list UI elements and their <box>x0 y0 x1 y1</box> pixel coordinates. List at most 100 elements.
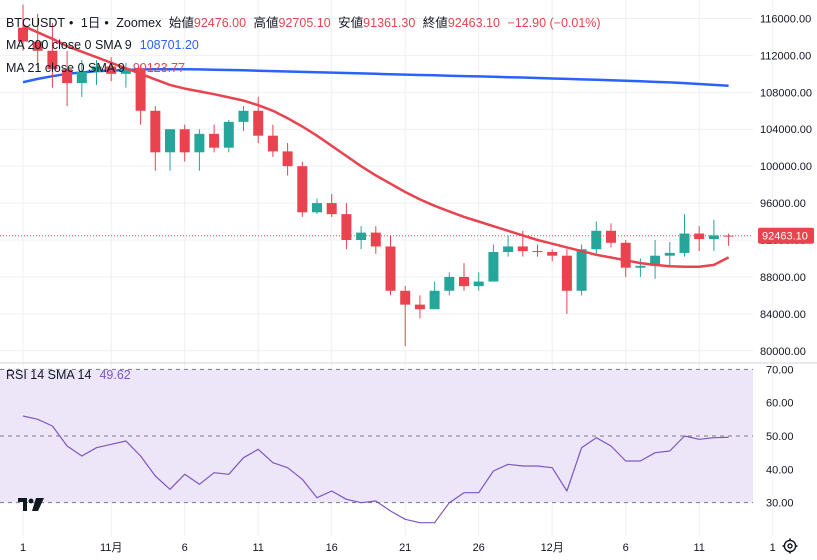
candle-body <box>282 151 293 167</box>
ma21-series <box>22 24 730 269</box>
candle-body <box>650 255 661 266</box>
ma200-label: MA 200 close 0 SMA 9 <box>6 38 132 52</box>
time-tick-label: 6 <box>182 542 188 554</box>
candle-body <box>400 290 411 305</box>
rsi-series <box>22 415 729 524</box>
candle-body <box>326 203 337 215</box>
candle-body <box>297 166 308 213</box>
time-tick-label: 26 <box>473 542 485 554</box>
candle-body <box>120 68 131 74</box>
candle <box>238 106 249 132</box>
candle-body <box>591 230 602 250</box>
rsi-axis[interactable]: 70.00 60.00 50.00 40.00 30.00 <box>766 364 794 509</box>
time-axis[interactable]: 1 11月 6 11 16 21 26 12月 6 11 1 <box>20 542 776 554</box>
rsi-tick-label: 70.00 <box>766 364 794 376</box>
candle-body <box>517 246 528 252</box>
candle-body <box>708 235 719 240</box>
candle-body <box>503 246 514 252</box>
candle <box>282 143 293 176</box>
candle <box>312 198 322 215</box>
candle-body <box>62 69 73 84</box>
candle-body <box>165 129 175 153</box>
interval[interactable]: 1日 <box>80 16 101 30</box>
candle-body <box>253 110 264 136</box>
candle <box>400 286 411 347</box>
exchange: Zoomex <box>116 16 162 30</box>
time-tick-label: 12月 <box>541 542 564 554</box>
candle-body <box>223 121 234 148</box>
candle-body <box>76 72 87 84</box>
rsi-tick-label: 50.00 <box>766 431 794 443</box>
candle <box>150 106 161 171</box>
candle-body <box>91 66 102 72</box>
candle <box>473 272 484 291</box>
candle-body <box>414 304 425 310</box>
rsi-tick-label: 40.00 <box>766 464 794 476</box>
rsi-line <box>22 415 729 524</box>
candle <box>194 129 205 171</box>
candle <box>76 60 87 97</box>
candle <box>120 62 131 88</box>
candle-body <box>723 235 734 237</box>
candle <box>47 23 58 88</box>
price-axis[interactable]: 116000.00 112000.00 108000.00 104000.00 1000… <box>760 13 812 357</box>
time-tick-label: 21 <box>399 542 411 554</box>
time-tick-label: 6 <box>623 542 629 554</box>
candle <box>91 60 102 85</box>
ma21-legend[interactable]: MA 21 close 0 SMA 9 90123.77 <box>6 61 189 75</box>
symbol-legend: BTCUSDT • 1日 • Zoomex 始値92476.00 高値92705.1… <box>6 16 601 30</box>
time-tick-label: 11月 <box>100 542 122 554</box>
candle-body <box>32 41 43 51</box>
candle-body <box>47 50 58 70</box>
candle-body <box>576 249 587 291</box>
time-tick-label: 1 <box>20 542 26 554</box>
candle <box>32 13 43 70</box>
settings-gear-icon[interactable] <box>782 538 798 554</box>
symbol-name[interactable]: BTCUSDT <box>6 16 66 30</box>
open-label: 始値 <box>168 16 194 30</box>
price-tick-label: 96000.00 <box>760 198 806 210</box>
candle-body <box>106 66 117 74</box>
candle-body <box>179 129 190 153</box>
candle <box>444 272 455 296</box>
candle <box>459 263 469 291</box>
price-tick-label: 104000.00 <box>760 124 812 136</box>
candle-body <box>150 110 161 153</box>
candle-body <box>488 252 499 282</box>
rsi-legend[interactable]: RSI 14 SMA 14 49.62 <box>6 368 135 382</box>
candle <box>606 223 616 248</box>
tradingview-logo[interactable] <box>18 495 44 515</box>
candle <box>503 235 514 257</box>
time-tick-label: 16 <box>326 542 338 554</box>
close-label: 終値 <box>422 16 448 30</box>
price-tick-label: 116000.00 <box>760 13 811 25</box>
candle-body <box>18 27 28 42</box>
candle <box>179 124 190 162</box>
time-tick-label: 11 <box>693 542 704 554</box>
rsi-label: RSI 14 SMA 14 <box>6 368 92 382</box>
rsi-tick-label: 60.00 <box>766 398 794 410</box>
candle-body <box>238 110 249 122</box>
ma200-legend[interactable]: MA 200 close 0 SMA 9 108701.20 <box>6 38 203 52</box>
last-price-badge: 92463.10 <box>758 227 814 244</box>
candle <box>165 129 175 171</box>
candle-body <box>606 230 616 243</box>
candle-body <box>341 214 352 240</box>
last-price-badge-text: 92463.10 <box>762 231 808 243</box>
candle <box>664 241 675 266</box>
candle <box>223 120 234 153</box>
candle <box>547 249 558 262</box>
candle <box>635 258 646 277</box>
candle <box>209 124 220 153</box>
candle-body <box>209 133 220 148</box>
high-label: 高値 <box>253 16 279 30</box>
candle-body <box>635 265 646 268</box>
time-tick-label: 1 <box>770 542 776 554</box>
candle <box>414 295 425 319</box>
close-value: 92463.10 <box>447 16 500 30</box>
candle <box>561 249 572 314</box>
candle-body <box>532 251 543 253</box>
time-tick-label: 11 <box>252 542 263 554</box>
candle-body <box>561 255 572 291</box>
